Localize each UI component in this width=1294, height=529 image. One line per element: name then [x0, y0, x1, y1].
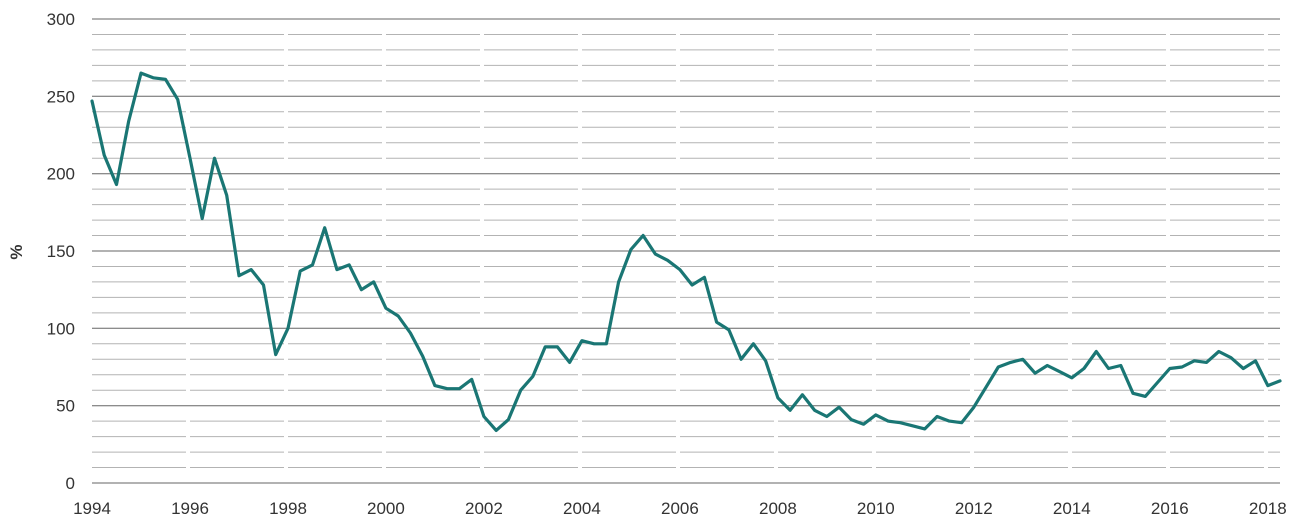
- x-tick-label: 2006: [661, 499, 699, 518]
- x-tick-label: 2008: [759, 499, 797, 518]
- y-axis-tick-labels: 0 50 100 150 200 250 300: [47, 10, 75, 493]
- x-tick-label: 2000: [367, 499, 405, 518]
- x-tick-label: 2016: [1151, 499, 1189, 518]
- x-tick-label: 2014: [1053, 499, 1091, 518]
- y-tick-label: 200: [47, 165, 75, 184]
- x-tick-label: 2012: [955, 499, 993, 518]
- x-tick-label: 2002: [465, 499, 503, 518]
- x-tick-label: 2010: [857, 499, 895, 518]
- x-tick-label: 2004: [563, 499, 601, 518]
- y-tick-label: 50: [56, 397, 75, 416]
- y-tick-label: 100: [47, 319, 75, 338]
- x-tick-label: 2018: [1249, 499, 1287, 518]
- y-tick-label: 0: [66, 474, 75, 493]
- x-tick-label: 1996: [171, 499, 209, 518]
- major-gridlines: [92, 18, 1280, 484]
- series-line: [90, 71, 1282, 432]
- x-tick-label: 1998: [269, 499, 307, 518]
- minor-gridlines: [92, 34, 1280, 468]
- y-tick-label: 300: [47, 10, 75, 29]
- x-tick-label: 1994: [73, 499, 111, 518]
- y-tick-label: 250: [47, 87, 75, 106]
- y-axis-title: %: [7, 244, 26, 259]
- y-tick-label: 150: [47, 242, 75, 261]
- x-axis-tick-labels: 1994 1996 1998 2000 2002 2004 2006 2008 2010 2012…: [73, 499, 1287, 518]
